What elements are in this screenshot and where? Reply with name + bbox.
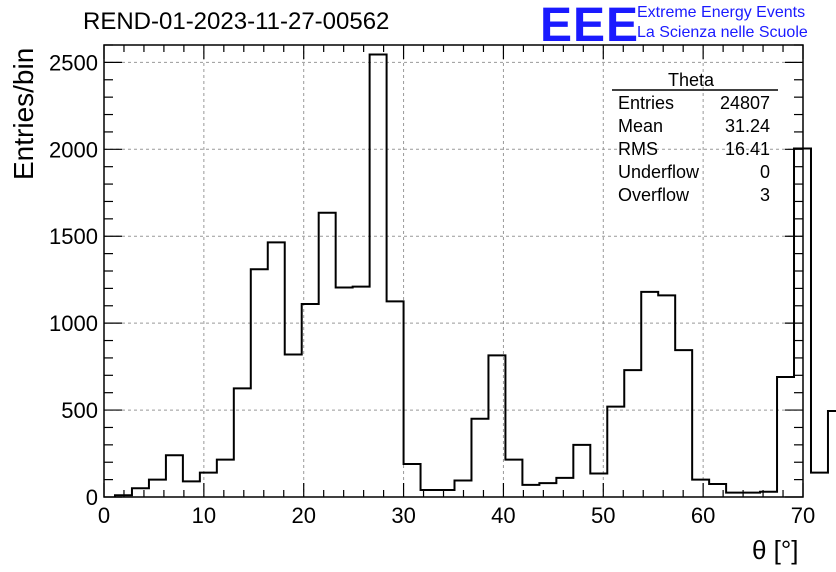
stat-entries-label: Entries xyxy=(618,93,675,113)
y-axis-label: Entries/bin xyxy=(8,47,39,180)
y-tick-label: 1000 xyxy=(49,311,98,336)
histogram-step-line xyxy=(113,53,836,497)
stat-mean-label: Mean xyxy=(618,116,664,136)
stat-rms-label: RMS xyxy=(618,139,658,159)
y-tick-label: 1500 xyxy=(49,224,98,249)
y-tick-label: 2000 xyxy=(49,137,98,162)
x-tick-label: 10 xyxy=(192,503,216,528)
stat-overflow-label: Overflow xyxy=(618,185,690,205)
grid xyxy=(104,45,803,497)
stat-overflow-value: 3 xyxy=(759,185,770,205)
x-tick-label: 0 xyxy=(98,503,110,528)
x-tick-label: 70 xyxy=(791,503,815,528)
stat-entries-value: 24807 xyxy=(719,93,770,113)
x-tick-label: 30 xyxy=(391,503,415,528)
chart-title: REND-01-2023-11-27-00562 xyxy=(83,8,390,35)
stats-box-title: Theta xyxy=(668,70,715,90)
y-tick-label: 0 xyxy=(86,485,98,510)
stat-rms-value: 16.41 xyxy=(724,139,770,159)
stat-underflow-label: Underflow xyxy=(618,162,700,182)
plot-frame xyxy=(103,44,804,498)
x-tick-label: 20 xyxy=(291,503,315,528)
org-name-line1: Extreme Energy Events xyxy=(637,4,806,21)
x-tick-label: 60 xyxy=(691,503,715,528)
eee-logo: EEE xyxy=(540,0,640,52)
y-tick-label: 500 xyxy=(61,398,98,423)
stat-mean-value: 31.24 xyxy=(724,116,770,136)
y-tick-label: 2500 xyxy=(49,50,98,75)
x-tick-label: 50 xyxy=(591,503,615,528)
x-tick-label: 40 xyxy=(491,503,515,528)
stat-underflow-value: 0 xyxy=(759,162,770,182)
org-name-line2: La Scienza nelle Scuole xyxy=(637,24,808,41)
x-axis-label: θ [°] xyxy=(752,535,799,565)
axis-ticks xyxy=(103,44,804,498)
